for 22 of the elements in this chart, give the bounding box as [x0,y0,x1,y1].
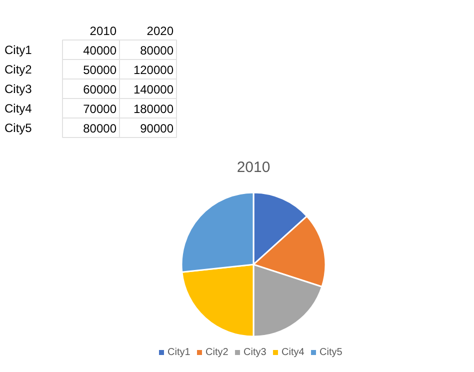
chart-title: 2010 [236,159,270,176]
data-label: 120000 [133,62,174,77]
data-label: 60000 [83,82,117,96]
data-label: 80000 [140,43,174,58]
legend-label: City3 [244,347,267,358]
data-label: 50000 [83,62,117,77]
y-tick-label: City3 [4,82,32,96]
legend-label: City4 [282,347,305,358]
legend-label: City2 [206,347,229,358]
data-label: 80000 [83,121,117,136]
y-tick-label: City1 [4,42,32,57]
data-label: 70000 [83,102,117,116]
y-tick-label: City2 [4,62,32,76]
y-tick-label: City4 [4,101,32,116]
data-label: 180000 [133,102,174,116]
data-label: 140000 [133,82,174,96]
data-label: 90000 [140,121,174,136]
legend-label: City1 [168,347,191,358]
y-tick-label: City5 [4,120,32,135]
data-label: 40000 [83,43,117,58]
x-tick-label: 2020 [146,24,174,38]
legend-label: City5 [320,347,343,358]
